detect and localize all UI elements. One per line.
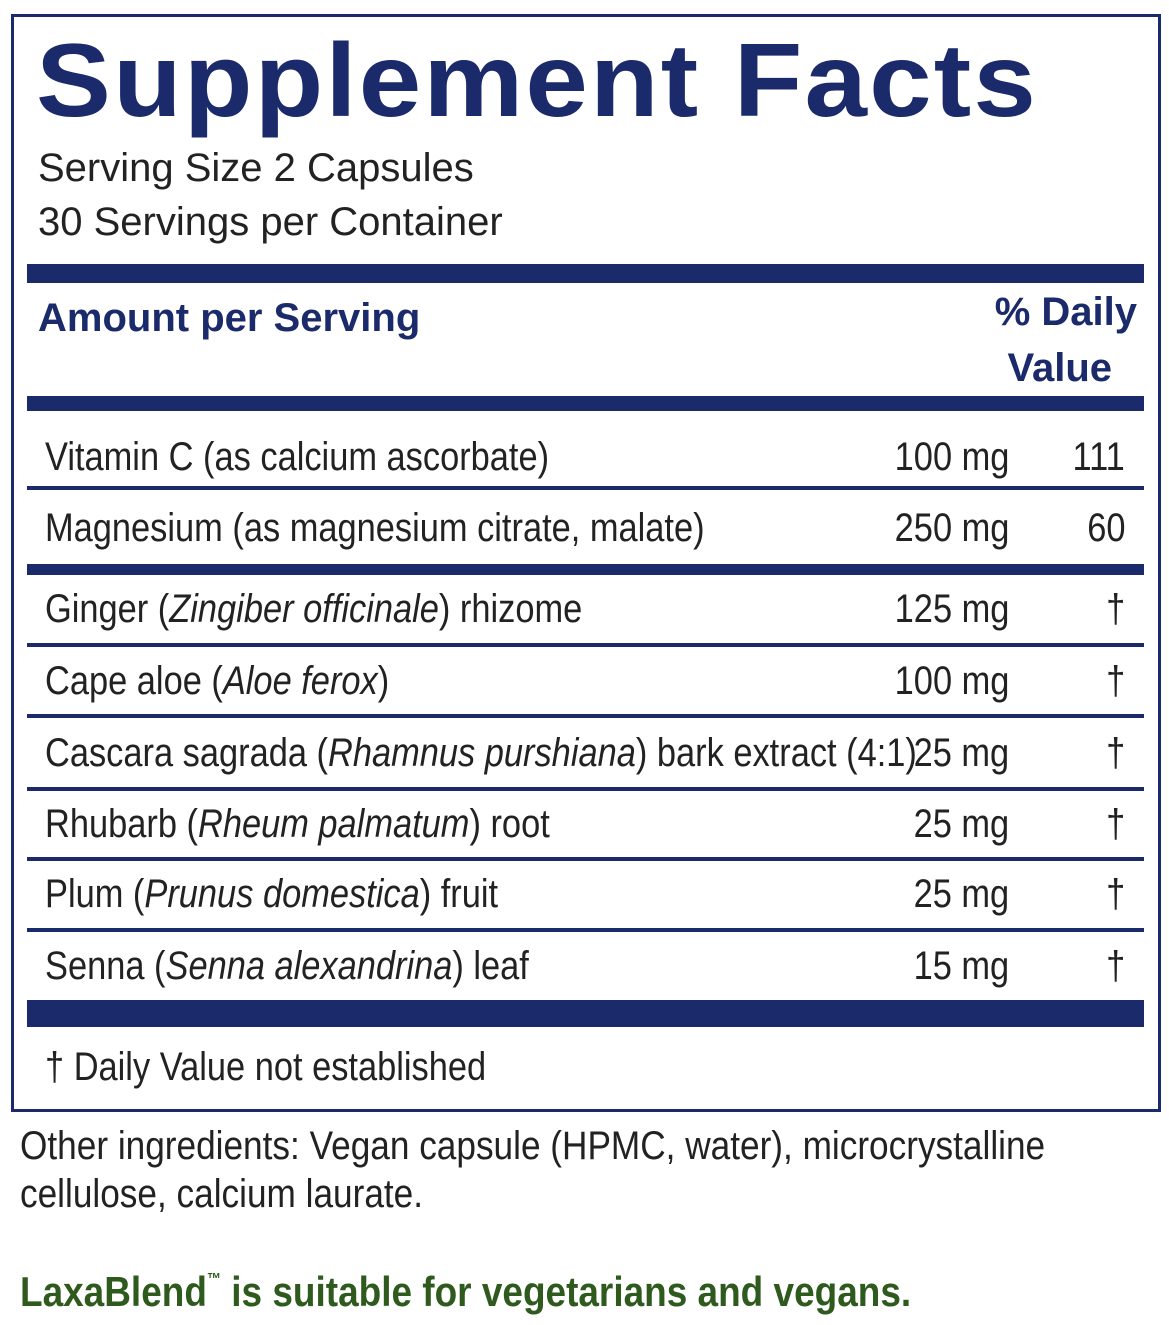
name-part: Senna ( [45,944,166,988]
ingredient-name: Magnesium (as magnesium citrate, malate) [45,504,705,552]
latin-name: Rheum palmatum [197,802,470,846]
row-separator [27,787,1144,791]
name-part: ) bark extract (4:1) [635,731,917,775]
name-part: ) rhizome [438,587,583,631]
name-part: ) fruit [419,872,499,916]
ingredient-name: Vitamin C (as calcium ascorbate) [45,433,549,481]
other-ingredients: cellulose, calcium laurate. [20,1172,424,1216]
amount: 100 mg [894,435,1009,479]
amount: 250 mg [894,506,1009,550]
note-text: is suitable for vegetarians and vegans. [220,1268,912,1315]
latin-name: Zingiber officinale [169,587,439,631]
ingredient-name: Ginger (Zingiber officinale) rhizome [45,585,582,633]
ingredient-name: Cascara sagrada (Rhamnus purshiana) bark… [45,729,917,777]
servings-per-container: 30 Servings per Container [38,200,503,244]
daily-value: † [1105,872,1125,916]
ingredient-name: Rhubarb (Rheum palmatum) root [45,800,550,848]
row-separator [27,714,1144,718]
name-part: Magnesium (as magnesium citrate, malate) [45,506,705,550]
latin-name: Rhamnus purshiana [327,731,636,775]
amount-header: Amount per Serving [38,296,421,340]
title: Supplement Facts [36,23,1038,139]
daily-value: † [1105,731,1125,775]
amount: 25 mg [913,731,1009,775]
name-part: Cascara sagrada ( [45,731,328,775]
label-border [11,14,1161,1112]
name-part: Vitamin C (as calcium ascorbate) [45,435,550,479]
latin-name: Prunus domestica [144,872,420,916]
ingredient-name: Senna (Senna alexandrina) leaf [45,942,529,990]
daily-value: † [1105,587,1125,631]
thick-bar [27,396,1144,411]
daily-value: † [1105,802,1125,846]
thick-bar [27,264,1144,283]
name-part: Plum ( [45,872,145,916]
name-part: Cape aloe ( [45,659,223,703]
latin-name: Aloe ferox [222,659,378,703]
daily-value: † [1105,944,1125,988]
row-separator [27,643,1144,647]
amount: 25 mg [913,802,1009,846]
row-separator [27,1000,1144,1027]
row-separator [27,486,1144,490]
daily-value-header: Value [1007,346,1112,390]
ingredient-name: Cape aloe (Aloe ferox) [45,657,389,705]
serving-size: Serving Size 2 Capsules [38,146,474,190]
footnote: † Daily Value not established [45,1045,487,1089]
daily-value: 60 [1086,506,1125,550]
name-part: Rhubarb ( [45,802,198,846]
amount: 100 mg [894,659,1009,703]
name-part: ) [377,659,390,703]
amount: 15 mg [913,944,1009,988]
daily-value: † [1105,659,1125,703]
other-ingredients: Other ingredients: Vegan capsule (HPMC, … [20,1124,1046,1168]
name-part: Ginger ( [45,587,170,631]
row-separator [27,857,1144,861]
trademark: ™ [206,1271,221,1288]
name-part: ) root [469,802,550,846]
brand: LaxaBlend [20,1268,207,1315]
amount: 25 mg [913,872,1009,916]
row-separator [27,928,1144,932]
name-part: ) leaf [452,944,529,988]
latin-name: Senna alexandrina [165,944,453,988]
amount: 125 mg [894,587,1009,631]
ingredient-name: Plum (Prunus domestica) fruit [45,870,498,918]
daily-value-header: % Daily [994,290,1137,334]
daily-value: 111 [1072,435,1125,479]
note: LaxaBlend™ is suitable for vegetarians a… [20,1268,911,1316]
row-separator [27,564,1144,575]
